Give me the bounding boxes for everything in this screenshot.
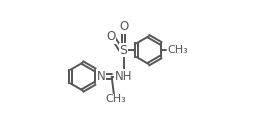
Text: S: S <box>120 44 128 57</box>
Text: O: O <box>119 20 128 33</box>
Text: CH₃: CH₃ <box>168 45 189 55</box>
Text: NH: NH <box>115 70 132 83</box>
Text: N: N <box>97 70 105 83</box>
Text: CH₃: CH₃ <box>106 94 126 104</box>
Text: O: O <box>106 30 116 43</box>
